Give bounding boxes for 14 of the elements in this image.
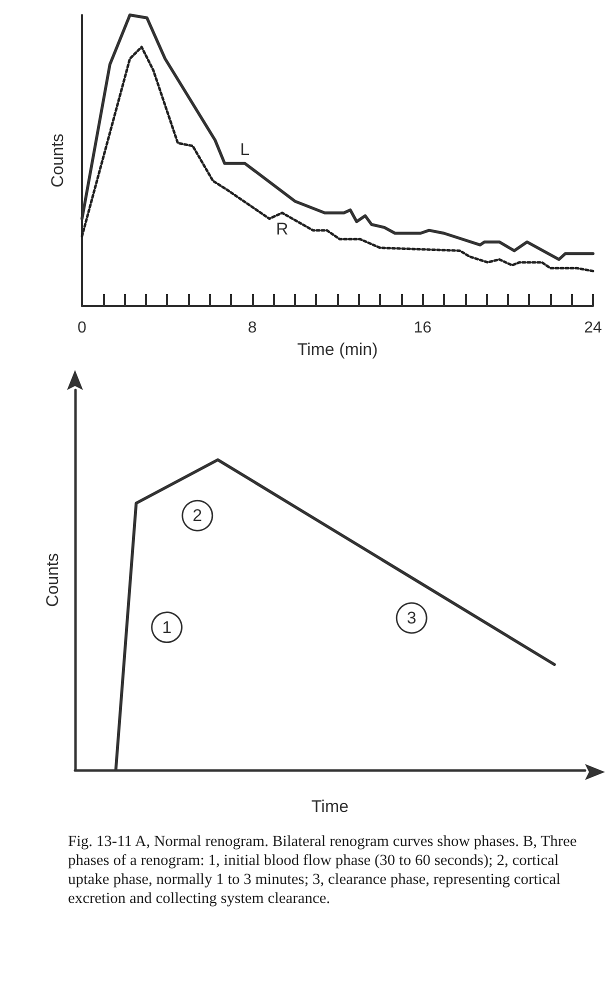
series-label: L — [240, 140, 250, 159]
annotation: 2 — [192, 506, 202, 526]
x-axis-title: Time (min) — [297, 340, 378, 359]
x-tick-label: 8 — [248, 320, 257, 336]
x-tick-label: 16 — [414, 320, 432, 336]
y-axis-title: Counts — [43, 553, 62, 607]
x-axis-title: Time — [311, 797, 349, 816]
caption: Fig. 13-11 A, Normal renogram. Bilateral renogram curves show phases. B, Three phases of a renogram: 1, initial blood flow phase (30 to 60 seconds); 2, cortical uptake phase, normally 1 to 3 minutes; 3, clearance phase, representing cortical excretion and collecting system clearance. — [68, 832, 578, 908]
y-axis-title: Counts — [48, 134, 67, 188]
series-label: R — [276, 219, 288, 238]
annotation: 1 — [162, 618, 172, 637]
x-tick-label: 0 — [78, 320, 87, 336]
annotation: 3 — [406, 608, 416, 628]
x-tick-label: 24 — [584, 320, 602, 336]
